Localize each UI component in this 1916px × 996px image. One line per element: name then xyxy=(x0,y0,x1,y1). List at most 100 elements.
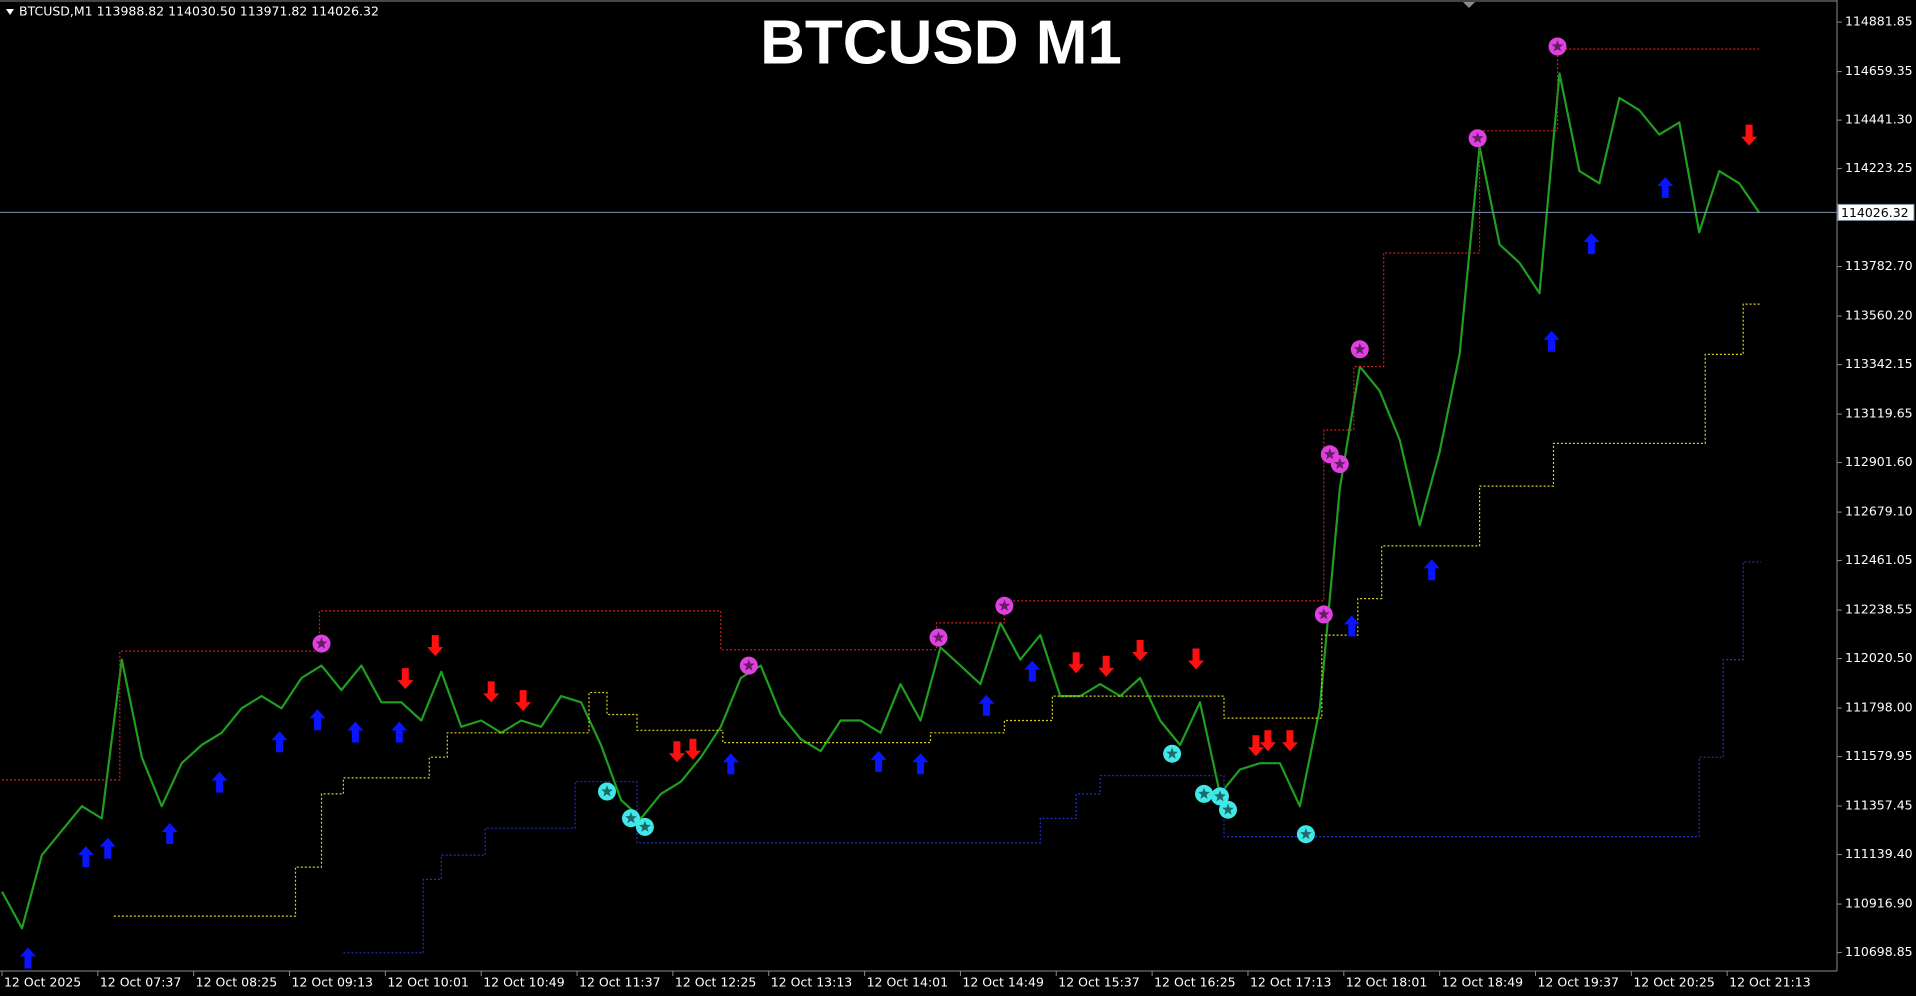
star-shape xyxy=(1323,448,1336,460)
x-tick-label: 12 Oct 18:49 xyxy=(1442,975,1524,990)
down-arrow xyxy=(427,635,444,657)
y-tick-label: 114223.25 xyxy=(1845,160,1913,175)
x-tick-label: 12 Oct 17:13 xyxy=(1250,975,1332,990)
star-shape xyxy=(1198,787,1210,799)
down-arrow xyxy=(1068,652,1085,674)
up-arrow xyxy=(391,721,408,743)
x-tick-label: 12 Oct 08:25 xyxy=(196,975,278,990)
star-shape xyxy=(1551,40,1564,52)
star-shape xyxy=(1300,828,1312,840)
down-arrow xyxy=(668,741,685,763)
up-arrow xyxy=(271,731,288,753)
y-tick-label: 114441.30 xyxy=(1845,112,1913,127)
star-marker xyxy=(1296,825,1315,844)
up-arrow xyxy=(309,709,326,731)
star-shape xyxy=(625,812,637,824)
y-tick-label: 112901.60 xyxy=(1845,454,1913,469)
down-arrow xyxy=(397,668,414,690)
star-marker xyxy=(1350,340,1369,359)
star-shape xyxy=(932,631,945,643)
x-tick-label: 12 Oct 18:01 xyxy=(1346,975,1428,990)
star-marker xyxy=(1468,129,1487,148)
x-tick-label: 12 Oct 19:37 xyxy=(1537,975,1619,990)
up-arrow xyxy=(1583,233,1600,255)
up-arrow xyxy=(211,771,228,793)
star-marker xyxy=(1314,605,1333,624)
star-shape xyxy=(1317,608,1330,620)
star-marker xyxy=(1211,787,1229,806)
x-tick-label: 12 Oct 14:01 xyxy=(867,975,949,990)
star-shape xyxy=(998,599,1011,611)
star-shape xyxy=(601,785,613,797)
star-shape xyxy=(1214,790,1226,802)
y-tick-label: 113119.65 xyxy=(1845,406,1913,421)
x-tick-label: 12 Oct 07:37 xyxy=(100,975,181,990)
up-arrow xyxy=(912,753,929,775)
star-shape xyxy=(1353,343,1366,355)
x-tick-label: 12 Oct 15:37 xyxy=(1058,975,1140,990)
x-tick-label: 12 Oct 16:25 xyxy=(1154,975,1236,990)
down-arrow xyxy=(684,738,701,760)
down-arrow xyxy=(1098,655,1115,677)
star-marker xyxy=(1163,744,1182,763)
star-marker xyxy=(1330,455,1349,474)
y-tick-label: 112238.55 xyxy=(1845,602,1913,617)
star-marker xyxy=(929,628,948,647)
up-arrow xyxy=(1543,330,1560,352)
y-tick-label: 112461.05 xyxy=(1845,552,1913,567)
y-tick-label: 114881.85 xyxy=(1845,14,1913,29)
current-price-box xyxy=(1837,203,1915,221)
current-price-label: 114026.32 xyxy=(1841,205,1909,220)
x-tick-label: 12 Oct 10:01 xyxy=(387,975,469,990)
up-arrow xyxy=(347,721,364,743)
x-tick-label: 12 Oct 14:49 xyxy=(962,975,1044,990)
star-shape xyxy=(315,637,328,649)
y-tick-label: 111579.95 xyxy=(1845,748,1913,763)
down-arrow xyxy=(1281,730,1298,752)
star-shape xyxy=(1471,132,1484,144)
y-tick-label: 113782.70 xyxy=(1845,258,1913,273)
x-tick-label: 12 Oct 2025 xyxy=(4,975,81,990)
menu-icon xyxy=(6,9,14,15)
down-arrow xyxy=(1259,730,1276,752)
up-arrow xyxy=(1024,660,1041,682)
down-arrow xyxy=(1188,648,1204,670)
star-shape xyxy=(1166,747,1178,759)
down-arrow xyxy=(1132,640,1149,661)
star-marker xyxy=(1219,800,1237,819)
down-arrow xyxy=(1247,735,1264,757)
x-tick-label: 12 Oct 10:49 xyxy=(483,975,565,990)
y-tick-label: 111357.45 xyxy=(1845,798,1913,813)
star-marker xyxy=(1548,37,1567,56)
up-arrow xyxy=(722,753,739,775)
down-arrow xyxy=(515,690,532,712)
up-arrow xyxy=(99,837,116,859)
symbol-header: BTCUSD,M1 113988.82 114030.50 113971.82 … xyxy=(19,4,379,19)
star-shape xyxy=(639,820,651,832)
up-arrow xyxy=(1343,615,1360,637)
level-line xyxy=(113,303,1762,917)
y-tick-label: 113342.15 xyxy=(1845,356,1913,371)
down-arrow xyxy=(1741,124,1758,146)
x-tick-label: 12 Oct 21:13 xyxy=(1729,975,1811,990)
up-arrow xyxy=(1657,177,1674,198)
y-tick-label: 112679.10 xyxy=(1845,504,1913,519)
star-marker xyxy=(995,596,1014,615)
star-shape xyxy=(742,659,755,671)
down-arrow xyxy=(483,681,500,703)
x-tick-label: 12 Oct 13:13 xyxy=(771,975,853,990)
star-shape xyxy=(1222,803,1234,815)
up-arrow xyxy=(870,750,887,772)
star-marker xyxy=(312,634,331,653)
star-marker xyxy=(635,817,654,836)
up-arrow xyxy=(161,823,178,844)
y-tick-label: 111798.00 xyxy=(1845,700,1913,715)
up-arrow xyxy=(978,694,995,716)
y-tick-label: 110916.90 xyxy=(1845,896,1913,911)
star-marker xyxy=(622,809,640,828)
up-arrow xyxy=(77,846,94,868)
y-tick-label: 112020.50 xyxy=(1845,650,1913,665)
x-tick-label: 12 Oct 11:37 xyxy=(579,975,661,990)
